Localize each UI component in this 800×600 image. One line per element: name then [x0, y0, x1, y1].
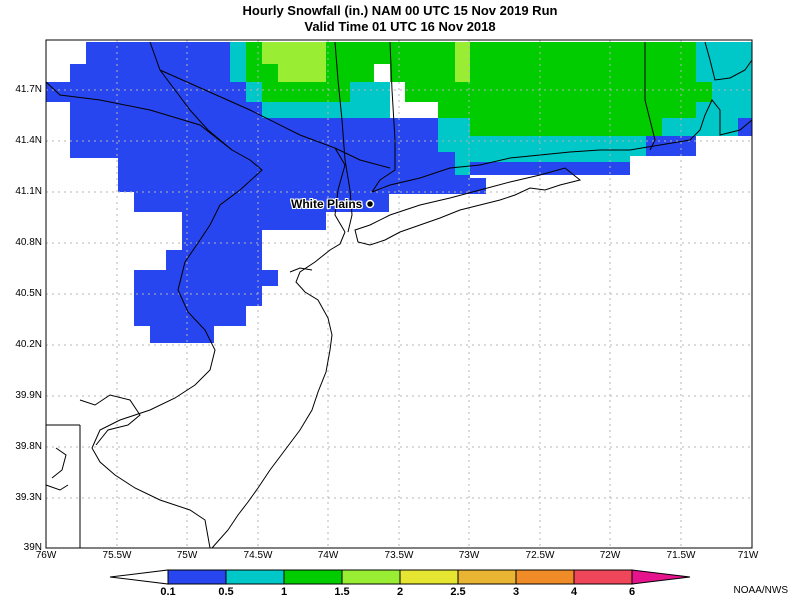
y-axis-label: 41.4N: [15, 135, 42, 146]
y-axis-label: 40.5N: [15, 288, 42, 299]
snow-area-cyan-east: [696, 42, 752, 136]
coastlines-and-borders: [45, 41, 753, 549]
snowfall-shading: [46, 42, 752, 343]
legend-label: 0.1: [160, 586, 176, 598]
hudson-river: [334, 41, 353, 233]
snow-area-cyan-south: [438, 118, 630, 175]
y-axis-label: 39.9N: [15, 390, 42, 401]
raritan-bay: [289, 267, 313, 273]
map-frame: [45, 39, 753, 549]
x-axis-label: 75.5W: [102, 550, 132, 561]
x-axis-label: 72W: [599, 550, 621, 561]
legend-label: 6: [628, 586, 636, 598]
city-label-white-plains: White Plains: [291, 197, 363, 211]
legend-swatch-0: [167, 569, 227, 585]
y-axis-label: 41.1N: [15, 186, 42, 197]
x-axis-label: 72.5W: [525, 550, 555, 561]
legend-swatch-2: [283, 569, 343, 585]
x-axis-label: 71W: [737, 550, 759, 561]
legend-label: 1: [280, 586, 288, 598]
legend-label: 2: [396, 586, 404, 598]
x-axis-label: 74W: [317, 550, 339, 561]
map-title-line2: Valid Time 01 UTC 16 Nov 2018: [304, 19, 496, 34]
nj-coastline: [211, 231, 346, 549]
x-axis-label: 74.5W: [243, 550, 273, 561]
map-title-line1: Hourly Snowfall (in.) NAM 00 UTC 15 Nov …: [242, 3, 558, 18]
inland-border-1: [334, 147, 391, 169]
y-axis-label: 40.8N: [15, 237, 42, 248]
legend-label: 3: [512, 586, 520, 598]
y-axis-label: 39.8N: [15, 441, 42, 452]
city-marker-white-plains: [365, 199, 375, 209]
snowfall-legend: [109, 569, 691, 585]
legend-swatch-7: [573, 569, 633, 585]
md-inlet: [51, 447, 67, 479]
x-axis-label: 76W: [35, 550, 57, 561]
legend-swatch-4: [399, 569, 459, 585]
legend-label: 4: [570, 586, 578, 598]
ct-coastline: [371, 99, 753, 193]
ny-nj-border: [159, 69, 346, 233]
graticule: [46, 40, 752, 548]
legend-label: 2.5: [450, 586, 466, 598]
md-shore: [45, 484, 69, 491]
ct-ri-border: [644, 42, 656, 151]
long-island-outline: [354, 167, 582, 246]
legend-swatch-3: [341, 569, 401, 585]
snow-area-cyan-strip: [550, 118, 696, 156]
x-axis-label: 71.5W: [666, 550, 696, 561]
legend-left-arrow: [109, 569, 169, 585]
snow-area-blue-main: [46, 42, 486, 343]
ma-coastline: [704, 41, 753, 81]
y-axis-label: 39N: [23, 542, 42, 553]
x-axis-label: 75W: [176, 550, 198, 561]
snow-area-blue-east: [646, 118, 752, 156]
legend-swatch-6: [515, 569, 575, 585]
ny-ct-border: [371, 41, 396, 193]
credit-label: NOAA/NWS: [733, 585, 788, 596]
x-axis-label: 73W: [458, 550, 480, 561]
legend-label: 0.5: [218, 586, 234, 598]
legend-swatch-1: [225, 569, 285, 585]
legend-right-arrow: [631, 569, 691, 585]
legend-label: 1.5: [334, 586, 350, 598]
y-axis-label: 39.3N: [15, 492, 42, 503]
snow-area-lime-1: [262, 42, 326, 82]
snow-area-green: [246, 42, 712, 136]
snow-area-lime-2: [455, 42, 470, 82]
x-axis-label: 73.5W: [384, 550, 414, 561]
y-axis-label: 41.7N: [15, 84, 42, 95]
legend-swatch-5: [457, 569, 517, 585]
y-axis-label: 40.2N: [15, 339, 42, 350]
delaware-bay-shore: [79, 394, 141, 446]
snow-area-blue-sound: [470, 162, 630, 175]
